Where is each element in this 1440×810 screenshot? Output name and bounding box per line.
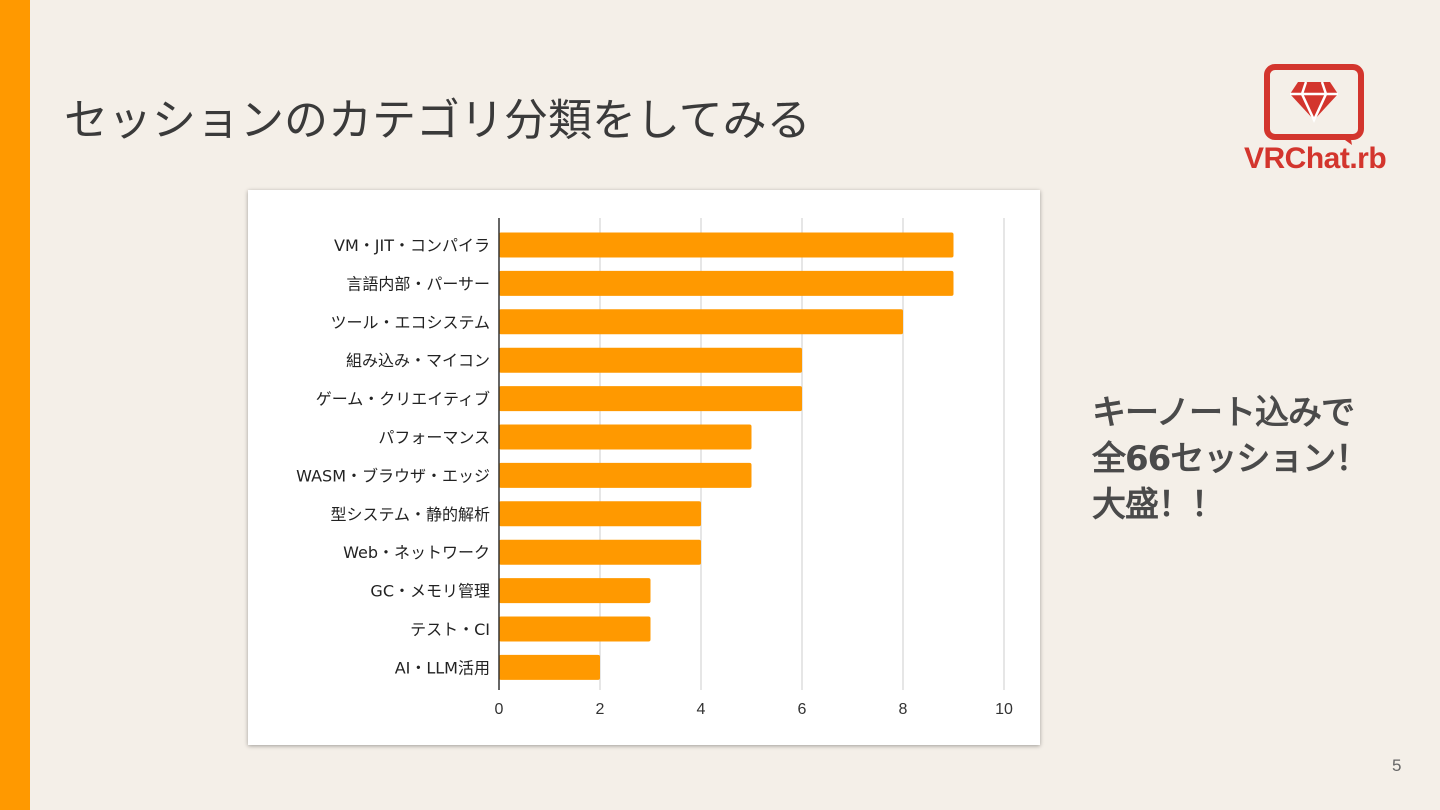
callout-line: キーノート込みで bbox=[1092, 393, 1355, 433]
bar bbox=[499, 539, 701, 565]
bar bbox=[499, 386, 802, 412]
bar bbox=[499, 616, 651, 642]
bar bbox=[499, 270, 954, 296]
x-tick-label: 0 bbox=[495, 701, 504, 718]
x-tick-label: 6 bbox=[798, 701, 807, 718]
bar bbox=[499, 654, 600, 680]
bar bbox=[499, 424, 752, 450]
logo-text: VRChat.rb bbox=[1244, 142, 1387, 175]
category-label: GC・メモリ管理 bbox=[370, 582, 490, 601]
category-label: テスト・CI bbox=[410, 620, 490, 639]
bar bbox=[499, 462, 752, 488]
category-label: AI・LLM活用 bbox=[395, 658, 490, 677]
category-label: 型システム・静的解析 bbox=[330, 505, 490, 524]
callout-line: 全66セッション！ bbox=[1092, 439, 1369, 479]
category-label: ゲーム・クリエイティブ bbox=[316, 390, 490, 409]
category-label: ツール・エコシステム bbox=[330, 313, 490, 332]
accent-side-bar bbox=[0, 0, 30, 810]
callout-text: キーノート込みで 全66セッション！ 大盛！！ bbox=[1092, 390, 1369, 528]
category-label: 組み込み・マイコン bbox=[346, 351, 490, 370]
category-label: WASM・ブラウザ・エッジ bbox=[296, 466, 490, 485]
x-tick-label: 8 bbox=[899, 701, 908, 718]
page-number: 5 bbox=[1392, 756, 1402, 775]
x-tick-label: 2 bbox=[596, 701, 605, 718]
bar bbox=[499, 347, 802, 373]
bar bbox=[499, 309, 903, 335]
bar bbox=[499, 578, 651, 604]
slide-title: セッションのカテゴリ分類をしてみる bbox=[64, 95, 811, 146]
bar bbox=[499, 501, 701, 527]
x-tick-label: 4 bbox=[697, 701, 706, 718]
vrchat-rb-logo-icon bbox=[1264, 64, 1364, 145]
callout-line: 大盛！！ bbox=[1092, 485, 1225, 525]
x-tick-label: 10 bbox=[995, 701, 1013, 718]
bar-chart: 0 2 4 6 8 10 VM・JIT・コンパイラ言語内部・パーサーツール・エコシステム組み… bbox=[296, 218, 1013, 718]
category-label: パフォーマンス bbox=[378, 428, 490, 447]
category-label: Web・ネットワーク bbox=[343, 543, 490, 562]
bar bbox=[499, 232, 954, 258]
category-label: VM・JIT・コンパイラ bbox=[334, 236, 490, 255]
bar-chart-card: 0 2 4 6 8 10 VM・JIT・コンパイラ言語内部・パーサーツール・エコシステム組み… bbox=[248, 190, 1040, 745]
category-label: 言語内部・パーサー bbox=[346, 274, 490, 293]
